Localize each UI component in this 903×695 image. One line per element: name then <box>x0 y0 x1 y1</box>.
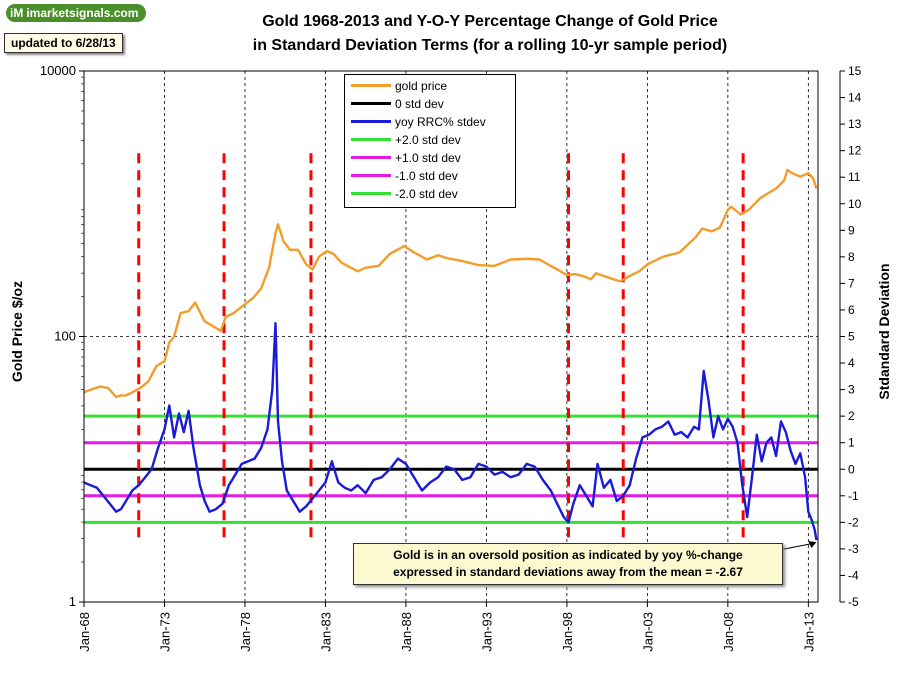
site-name: imarketsignals.com <box>26 6 139 20</box>
right-tick-label: 8 <box>848 250 855 264</box>
left-tick-label: 1 <box>69 594 76 609</box>
annotation-line-1: Gold is in an oversold position as indic… <box>393 548 743 562</box>
right-axis-title: Stdandard Deviation <box>876 263 892 399</box>
legend-label: +1.0 std dev <box>395 150 461 165</box>
legend-swatch <box>351 192 391 195</box>
legend-label: -1.0 std dev <box>395 168 458 183</box>
legend-swatch <box>351 156 391 159</box>
right-tick-label: 6 <box>848 303 855 317</box>
left-tick-label: 10000 <box>40 63 76 78</box>
right-tick-label: 11 <box>848 170 861 184</box>
right-tick-label: 14 <box>848 91 862 105</box>
x-tick-label: Jan-93 <box>479 612 494 652</box>
right-tick-label: 13 <box>848 117 862 131</box>
right-tick-label: 7 <box>848 276 855 290</box>
annotation-callout: Gold is in an oversold position as indic… <box>353 543 783 585</box>
legend-label: yoy RRC% stdev <box>395 114 486 129</box>
legend-item: yoy RRC% stdev <box>351 114 486 129</box>
right-tick-label: 9 <box>848 223 855 237</box>
chart-subtitle: in Standard Deviation Terms (for a rolli… <box>252 37 728 54</box>
x-tick-label: Jan-68 <box>77 612 92 652</box>
legend-swatch <box>351 138 391 141</box>
chart-title-block: Gold 1968-2013 and Y-O-Y Percentage Chan… <box>150 10 830 58</box>
reference-lines <box>84 414 818 524</box>
series-lines <box>83 168 818 541</box>
legend-item: -2.0 std dev <box>351 186 458 201</box>
signal-lines <box>137 153 745 544</box>
x-tick-label: Jan-88 <box>399 612 414 652</box>
right-tick-label: 12 <box>848 144 862 158</box>
legend-item: -1.0 std dev <box>351 168 458 183</box>
right-tick-label: 3 <box>848 383 855 397</box>
x-tick-label: Jan-13 <box>801 612 816 652</box>
chart-title: Gold 1968-2013 and Y-O-Y Percentage Chan… <box>262 13 718 30</box>
right-tick-label: 5 <box>848 330 855 344</box>
x-tick-label: Jan-83 <box>318 612 333 652</box>
right-tick-label: -1 <box>848 489 859 503</box>
right-tick-label: 1 <box>848 436 855 450</box>
legend-swatch <box>351 174 391 177</box>
legend-label: 0 std dev <box>395 96 444 111</box>
annotation-arrow-head <box>808 541 817 549</box>
logo-mark: iM <box>10 6 24 20</box>
right-tick-label: -2 <box>848 515 859 529</box>
x-tick-label: Jan-03 <box>640 612 655 652</box>
x-tick-label: Jan-78 <box>238 612 253 652</box>
left-tick-label: 100 <box>54 329 76 344</box>
x-tick-label: Jan-98 <box>560 612 575 652</box>
legend-swatch <box>351 102 391 105</box>
x-tick-label: Jan-73 <box>157 612 172 652</box>
right-tick-label: 2 <box>848 409 855 423</box>
legend-label: -2.0 std dev <box>395 186 458 201</box>
annotation-line-2: expressed in standard deviations away fr… <box>393 565 743 579</box>
left-axis-title: Gold Price $/oz <box>9 281 25 382</box>
updated-label: updated to 6/28/13 <box>4 33 123 53</box>
x-tick-label: Jan-08 <box>721 612 736 652</box>
right-tick-label: -3 <box>848 542 859 556</box>
right-tick-label: 15 <box>848 64 862 78</box>
legend-swatch <box>351 84 391 87</box>
series-line <box>83 322 818 541</box>
axes <box>79 70 845 607</box>
legend-item: gold price <box>351 78 447 93</box>
legend-label: gold price <box>395 78 448 93</box>
right-tick-label: 0 <box>848 462 855 476</box>
legend: gold price 0 std dev yoy RRC% stdev +2.0 st… <box>344 74 516 208</box>
legend-item: +2.0 std dev <box>351 132 461 147</box>
right-tick-label: 4 <box>848 356 855 370</box>
legend-item: 0 std dev <box>351 96 444 111</box>
tick-labels: 110010000-5-4-3-2-1012345678910111213141… <box>9 63 892 652</box>
site-badge: iM imarketsignals.com <box>6 4 147 22</box>
right-tick-label: -4 <box>848 568 859 582</box>
legend-label: +2.0 std dev <box>395 132 461 147</box>
legend-item: +1.0 std dev <box>351 150 461 165</box>
right-tick-label: 10 <box>848 197 862 211</box>
series-line <box>83 168 818 399</box>
legend-swatch <box>351 120 391 123</box>
right-tick-label: -5 <box>848 595 859 609</box>
